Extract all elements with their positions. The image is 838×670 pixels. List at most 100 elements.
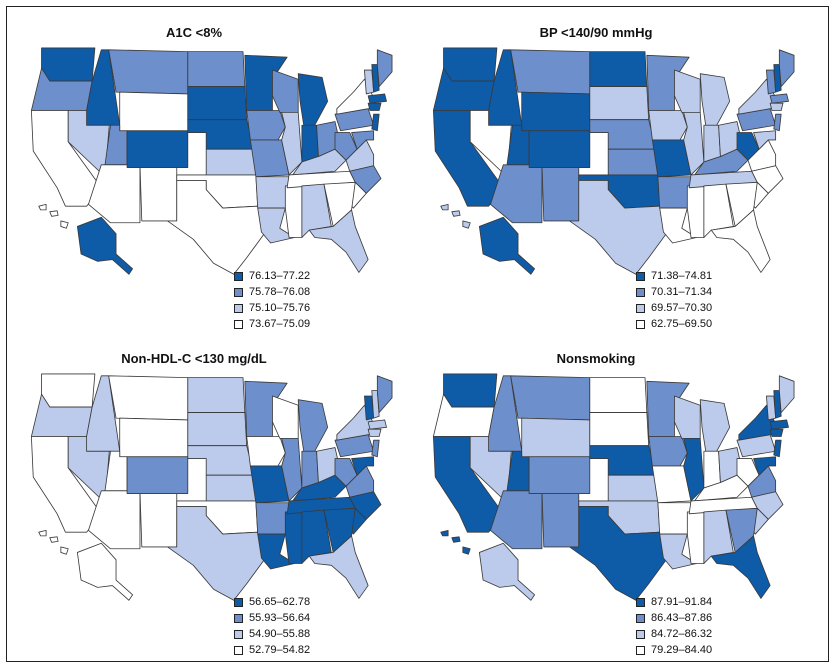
legend-label: 86.43–87.86: [651, 612, 713, 624]
state-fl: [710, 535, 771, 599]
state-mt: [510, 49, 591, 95]
legend-swatch: [234, 287, 243, 297]
state-ks: [607, 148, 659, 176]
state-nc: [349, 165, 382, 194]
state-nm: [541, 164, 580, 222]
state-az: [490, 164, 543, 224]
state-in: [703, 124, 721, 163]
state-ar: [255, 176, 290, 209]
legend-label: 62.75–69.50: [651, 318, 713, 330]
state-mt: [108, 375, 189, 421]
state-nh: [371, 390, 380, 419]
legend-label: 70.31–71.34: [651, 286, 713, 298]
state-in: [703, 450, 721, 489]
legend-swatch: [636, 271, 645, 281]
state-md: [351, 130, 375, 150]
state-tx: [569, 180, 670, 275]
state-ct: [367, 102, 382, 111]
state-me: [376, 375, 393, 414]
state-wa: [443, 373, 498, 408]
state-nc: [349, 491, 382, 520]
legend-swatch: [636, 613, 645, 623]
state-mi: [297, 399, 329, 452]
state-ia: [246, 436, 286, 467]
legend-label: 76.13–77.22: [249, 270, 311, 282]
legend-label: 73.67–75.09: [249, 318, 311, 330]
state-co: [528, 456, 591, 494]
state-nd: [187, 51, 246, 88]
states-group: [30, 47, 393, 275]
state-mt: [108, 49, 189, 95]
legend-swatch: [234, 319, 243, 329]
legend-swatch: [636, 303, 645, 313]
legend-item: 55.93–56.64: [234, 610, 326, 626]
state-ma: [367, 93, 387, 104]
state-sd: [187, 412, 248, 447]
us-choropleth-map: [432, 373, 795, 601]
legend-label: 54.90–55.88: [249, 628, 311, 640]
legend-swatch: [234, 613, 243, 623]
legend-item: 73.67–75.09: [234, 316, 326, 332]
map-legend: 87.91–91.84 86.43–87.86 84.72–86.32 79.2…: [636, 594, 728, 658]
legend-swatch: [234, 629, 243, 639]
states-group: [30, 373, 393, 601]
state-ma: [367, 419, 387, 430]
us-choropleth-map: [30, 47, 393, 275]
legend-item: 69.57–70.30: [636, 300, 728, 316]
state-mi: [297, 73, 329, 126]
state-sd: [589, 86, 650, 121]
state-ms: [284, 511, 303, 564]
state-fl: [308, 209, 369, 273]
state-wa: [41, 47, 96, 82]
state-mi: [699, 399, 731, 452]
legend-swatch: [234, 645, 243, 655]
state-ks: [205, 148, 257, 176]
states-group: [432, 373, 795, 601]
us-choropleth-map: [432, 47, 795, 275]
state-wi: [674, 395, 701, 439]
state-ia: [246, 110, 286, 141]
legend-item: 76.13–77.22: [234, 268, 326, 284]
us-choropleth-map: [30, 373, 393, 601]
panel-non-hdl: Non-HDL-C <130 mg/dL 56.65–62.78 55.93–5…: [19, 339, 419, 657]
legend-swatch: [234, 271, 243, 281]
legend-label: 71.38–74.81: [651, 270, 713, 282]
state-co: [126, 130, 189, 168]
panel-bp: BP <140/90 mmHg 71.38–74.81 70.31–71.34 …: [421, 13, 821, 331]
state-tx: [167, 180, 268, 275]
state-nc: [751, 491, 784, 520]
state-in: [301, 450, 319, 489]
map-legend: 56.65–62.78 55.93–56.64 54.90–55.88 52.7…: [234, 594, 326, 658]
state-az: [88, 490, 141, 550]
state-wi: [272, 69, 299, 113]
state-ct: [367, 428, 382, 437]
legend-item: 56.65–62.78: [234, 594, 326, 610]
state-co: [528, 130, 591, 168]
legend-item: 79.29–84.40: [636, 642, 728, 658]
state-nj: [371, 113, 380, 132]
state-wy: [119, 91, 189, 132]
state-ne: [187, 445, 255, 476]
legend-label: 52.79–54.82: [249, 644, 311, 656]
legend-item: 75.78–76.08: [234, 284, 326, 300]
state-ms: [686, 185, 705, 238]
state-me: [376, 49, 393, 88]
state-ar: [255, 502, 290, 535]
state-ma: [769, 419, 789, 430]
state-in: [301, 124, 319, 163]
state-nh: [773, 390, 782, 419]
legend-label: 75.10–75.76: [249, 302, 311, 314]
state-wa: [41, 373, 96, 408]
state-nj: [371, 439, 380, 458]
legend-label: 75.78–76.08: [249, 286, 311, 298]
panel-a1c: A1C <8% 76.13–77.22 75.78–76.08 75.10–75…: [19, 13, 419, 331]
state-hi: [38, 203, 69, 229]
state-co: [126, 456, 189, 494]
legend-swatch: [636, 629, 645, 639]
panel-title: Non-HDL-C <130 mg/dL: [121, 351, 267, 366]
state-nc: [751, 165, 784, 194]
state-me: [778, 375, 795, 414]
state-ms: [284, 185, 303, 238]
state-sd: [589, 412, 650, 447]
state-tx: [569, 506, 670, 601]
